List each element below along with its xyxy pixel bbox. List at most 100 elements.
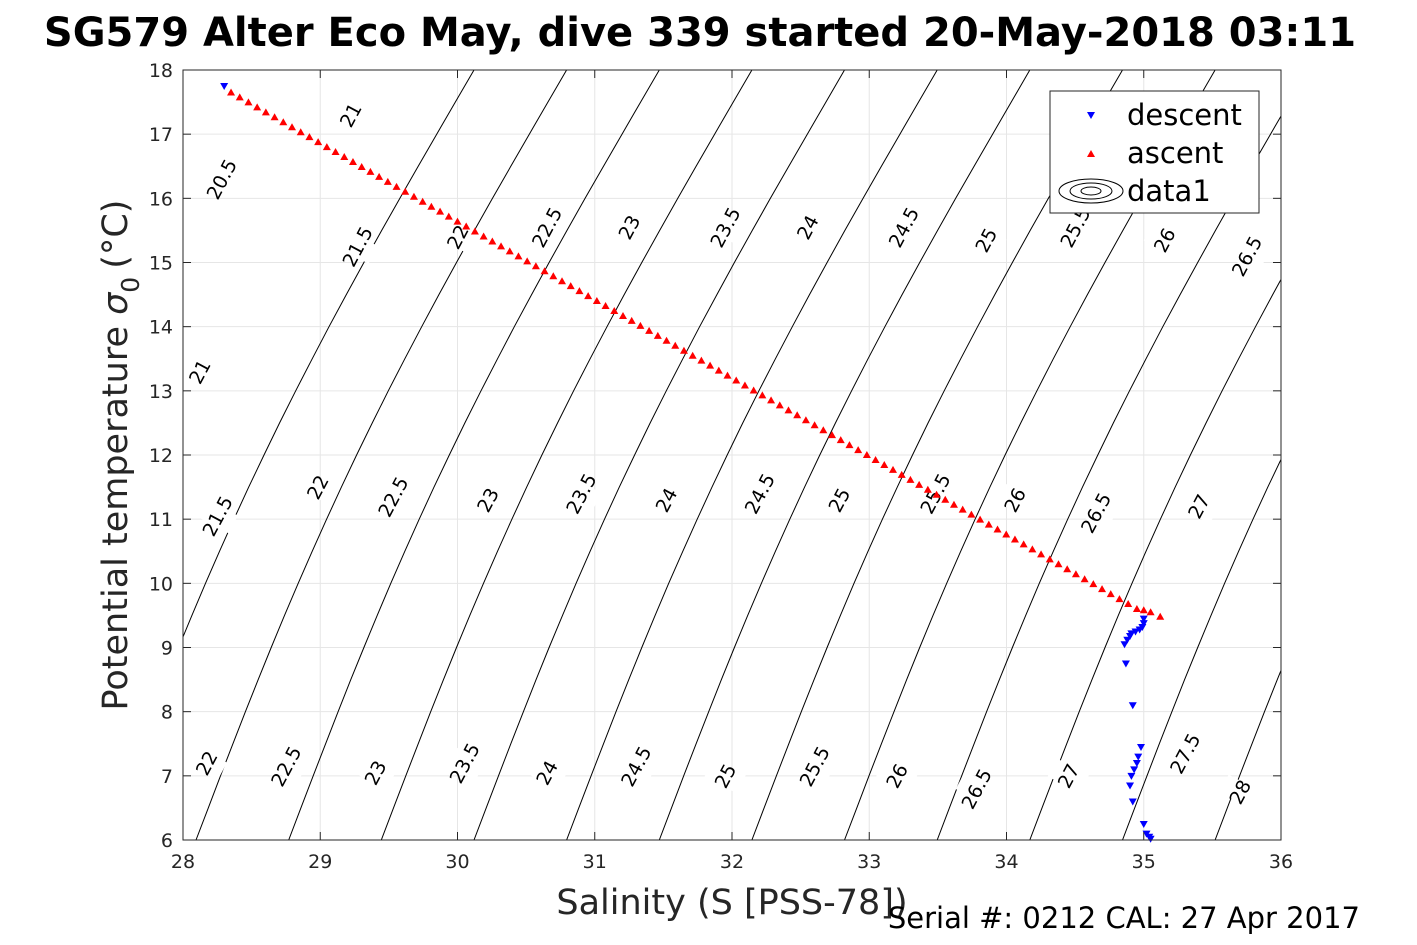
legend-descent-marker [1087,112,1095,119]
ascent-point [375,172,384,180]
ascent-point [453,217,462,225]
contour-label-bg [786,209,829,245]
ascent-point [862,451,871,459]
y-tick-label: 12 [149,445,173,467]
descent-point [1135,626,1144,634]
ascent-point [601,302,610,310]
y-axis-label: Potential temperature σ0 (°C) [96,200,145,711]
y-tick-label: 10 [149,573,173,595]
ascent-point [514,252,523,260]
contour-label-bg [876,758,918,794]
ascent-point [575,287,584,295]
contour-label-bg [793,748,835,784]
ascent-point [305,133,314,141]
contour-label-bg [196,498,238,534]
ascent-point [1002,530,1011,538]
ascent-point [497,242,506,250]
ascent-point [618,311,627,319]
legend: descent ascent data1 [1049,90,1260,214]
ascent-point [889,465,898,473]
y-axis-label-main: Potential temperature [96,326,136,710]
ascent-point [941,495,950,503]
x-tick-label: 32 [720,851,744,873]
isopycnal-25-5 [1029,278,1281,840]
ascent-point [836,436,845,444]
x-axis-ticks: 28 29 30 31 32 33 34 35 36 [171,70,1293,873]
ascent-point [871,455,880,463]
ascent-point [592,297,601,305]
ascent-point [558,277,567,285]
ascent-point [331,148,340,156]
ascent-point [1045,555,1054,563]
descent-series [220,83,1155,843]
descent-point [1130,766,1139,774]
ascent-point [923,485,932,493]
ascent-point [679,346,688,354]
ascent-point [1028,545,1037,553]
ascent-point [253,103,262,111]
ascent-point [279,118,288,126]
ascent-point [436,207,445,215]
contour-label-bg [994,482,1036,518]
y-tick-label: 11 [149,509,173,531]
descent-point [1132,760,1141,767]
isopycnal-23-5 [658,70,1031,840]
contour-label-bg [296,469,339,505]
contour-label-bg [704,758,746,794]
y-tick-label: 7 [161,766,173,788]
descent-point [1126,632,1135,640]
ascent-point [767,396,776,404]
y-tick-label: 14 [149,317,173,339]
ascent-point [340,153,349,161]
contour-label-bg [1047,758,1089,794]
contour-label-bg [1226,238,1268,274]
legend-data1-label: data1 [1127,174,1211,208]
ascent-point [549,272,558,280]
contour-label-bg [1143,222,1185,258]
ascent-point [1146,608,1155,616]
legend-descent-label: descent [1127,98,1242,132]
descent-point [1131,628,1140,636]
ascent-point [1124,600,1133,608]
ascent-point [462,222,471,230]
descent-point [1128,702,1137,710]
ascent-point [1010,535,1019,543]
x-tick-label: 28 [171,851,195,873]
descent-point [1139,620,1148,628]
contour-label-bg [882,209,925,245]
contour-label-bg [185,745,227,781]
ascent-point [392,182,401,190]
ascent-point [1156,612,1165,620]
descent-point [220,83,229,91]
contour-label-bg [354,755,396,790]
x-tick-label: 36 [1269,851,1293,873]
isopycnal-21 [195,70,568,840]
contour-label-bg [1054,209,1096,245]
contour-label-bg [265,748,307,784]
ascent-point [1089,580,1098,588]
y-tick-label: 8 [161,702,173,724]
contour-label-bg [615,748,657,784]
isopycnal-26-5 [1214,669,1281,840]
ascent-point [749,386,758,394]
contour-label-bg [200,161,243,197]
ascent-point [697,356,706,364]
ascent-point [427,202,436,210]
contour-label-bg [336,229,378,264]
ascent-point [1132,605,1141,612]
contour-label-bg [526,755,568,790]
descent-point [1126,782,1135,790]
ascent-point [758,391,767,399]
contour-label-bg [955,771,997,806]
ascent-point [1115,595,1124,603]
ascent-point [1106,590,1115,598]
y-tick-label: 9 [161,638,173,660]
ascent-point [1037,550,1046,558]
contour-label-bg [738,476,781,511]
y-tick-label: 15 [149,253,173,275]
ascent-point [845,441,854,449]
ascent-point [523,257,532,265]
y-tick-label: 13 [149,381,173,403]
ascent-point [1063,565,1072,573]
ascent-point [270,113,279,121]
